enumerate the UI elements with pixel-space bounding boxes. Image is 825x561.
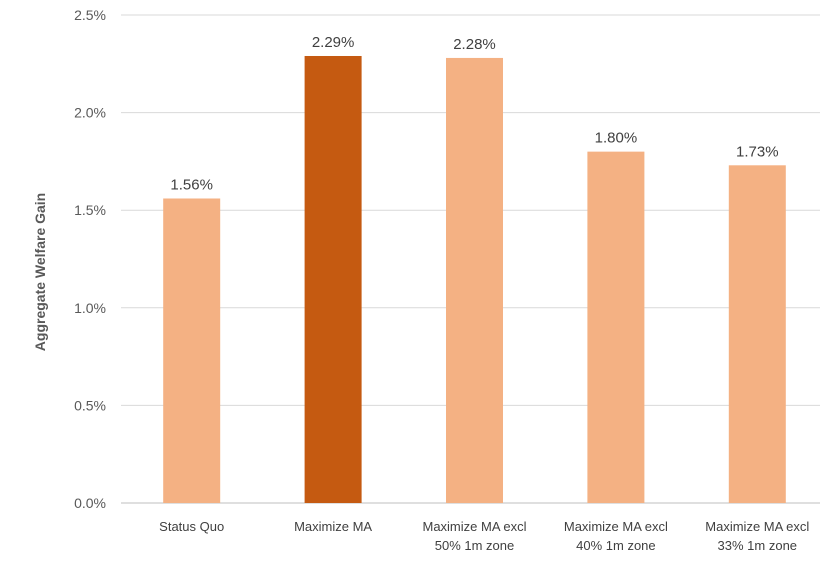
data-label: 1.73% xyxy=(736,143,779,160)
x-tick-label: Maximize MA excl xyxy=(422,519,526,534)
y-axis-label: Aggregate Welfare Gain xyxy=(32,193,48,351)
bar-5 xyxy=(728,165,786,503)
y-tick-label: 1.0% xyxy=(74,300,106,316)
y-tick-label: 0.5% xyxy=(74,397,106,413)
data-label: 1.80% xyxy=(595,130,638,147)
data-label: 2.29% xyxy=(312,34,355,51)
y-tick-label: 0.0% xyxy=(74,495,106,511)
bars xyxy=(163,55,786,503)
x-axis-ticks: Status Quo Maximize MA Maximize MA excl 50%… xyxy=(159,519,809,553)
data-label: 2.28% xyxy=(453,36,496,53)
bar-2 xyxy=(304,55,362,503)
y-tick-label: 2.5% xyxy=(74,7,106,23)
x-tick-label: 50% 1m zone xyxy=(435,538,515,553)
y-tick-label: 2.0% xyxy=(74,105,106,121)
x-tick-label: Maximize MA excl xyxy=(564,519,668,534)
y-axis-ticks: 0.0% 0.5% 1.0% 1.5% 2.0% 2.5% xyxy=(74,7,106,511)
x-tick-label: Status Quo xyxy=(159,519,224,534)
x-tick-label: Maximize MA xyxy=(294,519,372,534)
data-labels: 1.56% 2.29% 2.28% 1.80% 1.73% xyxy=(170,34,778,193)
x-tick-label: 40% 1m zone xyxy=(576,538,656,553)
bar-1 xyxy=(163,198,221,503)
x-tick-label: 33% 1m zone xyxy=(718,538,798,553)
bar-3 xyxy=(446,57,503,503)
y-tick-label: 1.5% xyxy=(74,202,106,218)
x-tick-label: Maximize MA excl xyxy=(705,519,809,534)
data-label: 1.56% xyxy=(170,176,213,193)
bar-4 xyxy=(587,151,645,503)
